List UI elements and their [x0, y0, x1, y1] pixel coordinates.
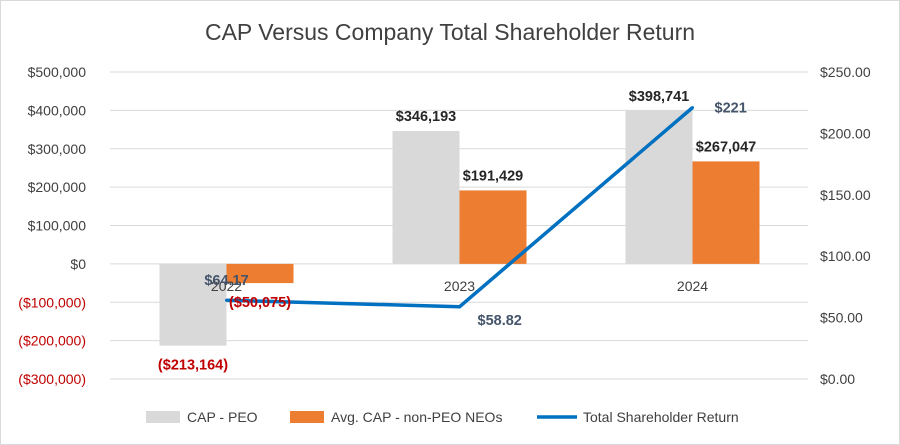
left-tick-label: $200,000	[28, 179, 87, 195]
data-label-tsr-2022: $64.17	[204, 273, 248, 289]
left-tick-label: $500,000	[28, 64, 87, 80]
data-label-tsr-2023: $58.82	[478, 313, 522, 329]
right-tick-label: $150.00	[820, 187, 871, 203]
left-tick-label: ($200,000)	[18, 333, 86, 349]
legend-swatch	[146, 411, 180, 423]
left-tick-label: $300,000	[28, 141, 87, 157]
legend-label: CAP - PEO	[187, 409, 258, 425]
bar-cap-peo-2023	[392, 131, 460, 264]
data-label-cap-peo-2023: $346,193	[396, 109, 456, 125]
bar-avg-cap-non-peo-2024	[692, 161, 760, 264]
data-label-avg-cap-non-peo-2023: $191,429	[463, 168, 523, 184]
legend-label: Avg. CAP - non-PEO NEOs	[331, 409, 502, 425]
right-tick-label: $0.00	[820, 371, 855, 387]
tsr-line-layer	[225, 106, 694, 309]
data-label-avg-cap-non-peo-2022: ($50,075)	[229, 295, 291, 311]
bar-avg-cap-non-peo-2023	[459, 190, 527, 264]
bars	[159, 110, 760, 346]
category-label-2022: 2022	[211, 278, 242, 294]
tsr-point-2022	[225, 298, 228, 302]
bar-cap-peo-2024	[625, 110, 693, 264]
data-label-cap-peo-2024: $398,741	[629, 89, 689, 105]
chart-title: CAP Versus Company Total Shareholder Ret…	[205, 19, 695, 45]
left-tick-label: $400,000	[28, 102, 87, 118]
data-labels: ($213,164) $346,193 $398,741 ($50,075) $191,…	[158, 89, 756, 374]
left-tick-label: $0	[70, 256, 86, 272]
bar-avg-cap-non-peo-2022	[226, 263, 294, 284]
data-label-avg-cap-non-peo-2024: $267,047	[696, 139, 756, 155]
left-tick-label: ($100,000)	[18, 294, 86, 310]
category-label-2024: 2024	[677, 278, 708, 294]
tsr-point-2024	[691, 106, 694, 110]
right-tick-label: $100.00	[820, 248, 871, 264]
legend-label: Total Shareholder Return	[583, 409, 739, 425]
bar-cap-peo-2022	[159, 263, 227, 346]
right-tick-label: $50.00	[820, 310, 863, 326]
right-axis: $250.00 $200.00 $150.00 $100.00 $50.00 $0.00	[820, 64, 871, 387]
category-labels: 2022 2023 2024	[211, 278, 708, 294]
data-label-tsr-2024: $221	[715, 101, 747, 117]
left-tick-label: ($300,000)	[18, 371, 86, 387]
left-tick-label: $100,000	[28, 218, 87, 234]
right-tick-label: $250.00	[820, 64, 871, 80]
legend-swatch	[290, 411, 324, 423]
legend: CAP - PEO Avg. CAP - non-PEO NEOs Total Sh…	[146, 409, 739, 425]
left-axis: $500,000 $400,000 $300,000 $200,000 $100,000…	[18, 64, 86, 387]
right-tick-label: $200.00	[820, 125, 871, 141]
tsr-point-2023	[458, 305, 461, 309]
data-label-cap-peo-2022: ($213,164)	[158, 358, 228, 374]
category-label-2023: 2023	[444, 278, 475, 294]
